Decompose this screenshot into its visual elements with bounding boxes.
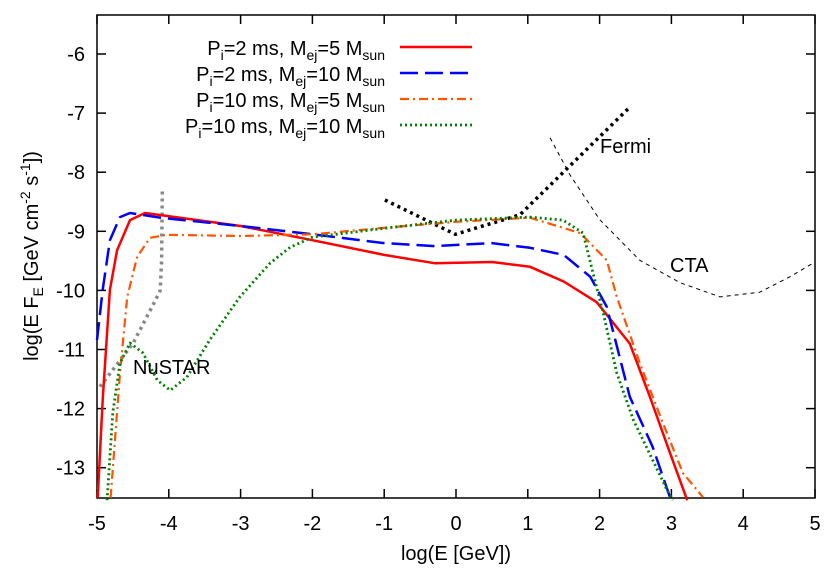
y-tick-label: -11 xyxy=(58,340,85,362)
series-line-3 xyxy=(109,216,704,499)
ylabel-text: log(E F xyxy=(21,296,43,360)
y-tick-label: -12 xyxy=(56,399,85,421)
sensitivity-curve-fermi xyxy=(384,105,632,237)
x-axis-label: log(E [GeV]) xyxy=(401,543,511,565)
legend-subscript: ej xyxy=(295,73,306,89)
legend-text: =10 M xyxy=(306,64,362,86)
legend-subscript: sun xyxy=(362,47,385,63)
legend-text: =10 ms, M xyxy=(213,90,307,112)
x-tick-label: -3 xyxy=(232,513,250,535)
ylabel-text: ]) xyxy=(21,151,43,163)
legend-text: =2 ms, M xyxy=(213,64,296,86)
x-tick-label: 5 xyxy=(809,513,820,535)
ylabel-text: s xyxy=(21,176,43,192)
x-tick-label: 2 xyxy=(594,513,605,535)
legend-text: P xyxy=(185,116,198,138)
series-line-2 xyxy=(95,211,672,498)
series-line-1 xyxy=(96,211,689,501)
legend-label: Pi=10 ms, Mej=5 Msun xyxy=(196,90,385,115)
y-tick-label: -13 xyxy=(56,458,85,480)
legend-subscript: i xyxy=(198,125,201,141)
sensitivity-curve-nustar xyxy=(98,189,165,388)
x-tick-label: 1 xyxy=(522,513,533,535)
legend-text: P xyxy=(196,90,209,112)
y-tick-label: -7 xyxy=(67,103,85,125)
legend-subscript: sun xyxy=(362,99,385,115)
x-tick-label: 3 xyxy=(666,513,677,535)
legend-subscript: i xyxy=(209,99,212,115)
legend-subscript: sun xyxy=(362,125,385,141)
legend-text: P xyxy=(207,38,220,60)
legend-subscript: ej xyxy=(295,125,306,141)
y-axis-label: log(E FE [GeV cm-2 s-1]) xyxy=(17,151,46,361)
ylabel-text: [GeV cm xyxy=(21,204,43,287)
y-tick-label: -8 xyxy=(67,162,85,184)
y-tick-label: -9 xyxy=(67,221,85,243)
x-tick-label: 0 xyxy=(450,513,461,535)
legend-text: =5 M xyxy=(317,90,362,112)
x-tick-label: -4 xyxy=(160,513,178,535)
x-tick-label: -2 xyxy=(304,513,322,535)
legend-text: P xyxy=(196,64,209,86)
y-tick-label: -10 xyxy=(56,280,85,302)
x-tick-label: 4 xyxy=(738,513,749,535)
legend-text: =2 ms, M xyxy=(224,38,307,60)
x-tick-label: -5 xyxy=(88,513,106,535)
legend-label: Pi=10 ms, Mej=10 Msun xyxy=(185,116,385,141)
legend-text: =5 M xyxy=(317,38,362,60)
legend-subscript: ej xyxy=(306,47,317,63)
y-tick-label: -6 xyxy=(67,44,85,66)
legend-subscript: i xyxy=(221,47,224,63)
legend-subscript: i xyxy=(209,73,212,89)
ylabel-superscript: -1 xyxy=(17,163,33,176)
ylabel-superscript: -2 xyxy=(17,191,33,204)
legend-text: =10 ms, M xyxy=(201,116,295,138)
ylabel-subscript: E xyxy=(30,287,46,296)
annotation-cta: CTA xyxy=(670,255,709,277)
series-line-4 xyxy=(105,215,675,501)
annotation-nustar: NuSTAR xyxy=(133,357,210,379)
legend-label: Pi=2 ms, Mej=10 Msun xyxy=(196,64,385,89)
legend-label: Pi=2 ms, Mej=5 Msun xyxy=(207,38,385,63)
legend-subscript: ej xyxy=(306,99,317,115)
x-tick-label: -1 xyxy=(375,513,393,535)
legend-subscript: sun xyxy=(362,73,385,89)
annotation-fermi: Fermi xyxy=(600,136,651,158)
legend-text: =10 M xyxy=(306,116,362,138)
